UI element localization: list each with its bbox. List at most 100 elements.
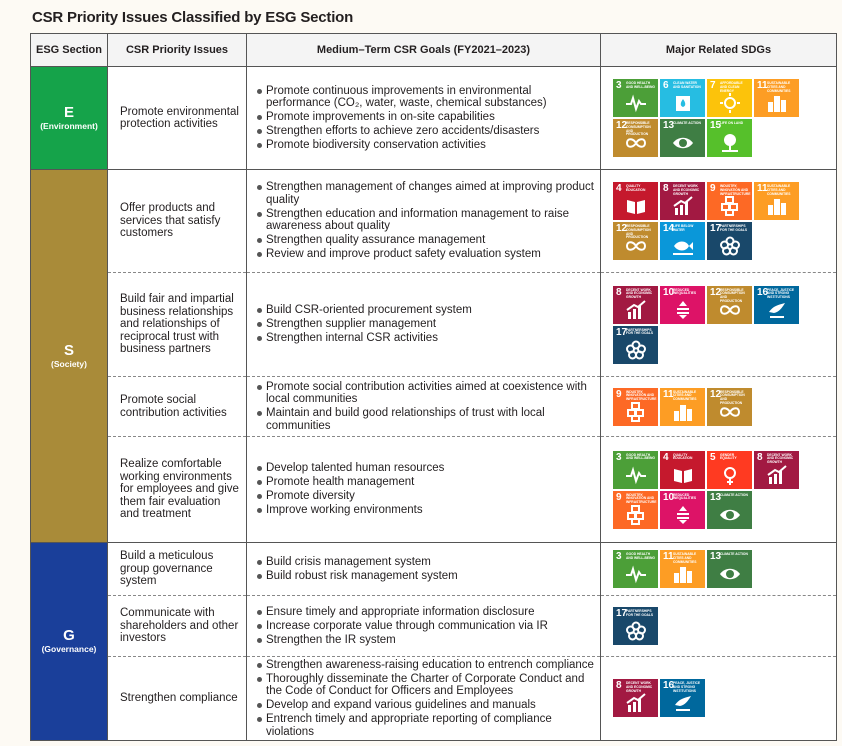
goals-list: Promote continuous improvements in envir…: [257, 85, 594, 152]
medium-term-goals-cell: Promote continuous improvements in envir…: [246, 66, 601, 170]
sdg-number: 7: [710, 80, 716, 91]
csr-priority-issue: Offer products and services that satisfy…: [107, 169, 247, 273]
sdg-tile-7: 7 Affordable and clean energy: [707, 79, 752, 117]
sdg-number: 9: [616, 388, 622, 400]
sdg-tiles: 3 Good health and well-being 4 Quality educ…: [613, 450, 803, 529]
sdg-number: 14: [663, 223, 675, 234]
goal-item: Build CSR-oriented procurement system: [257, 304, 594, 317]
sdg-tile-12: 12 Responsible consumption and production: [613, 119, 658, 157]
sdg-label: Good health and well-being: [626, 552, 655, 560]
sdg-number: 13: [710, 551, 722, 562]
sdg-label: Life below water: [673, 224, 694, 232]
csr-priority-issue: Build fair and impartial business relati…: [107, 272, 247, 377]
city-icon: [674, 404, 692, 421]
sdg-tile-6: 6 Clean water and sanitation: [660, 79, 705, 117]
sdg-tile-3: 3 Good health and well-being: [613, 550, 658, 588]
growth-chart-icon: [767, 464, 787, 484]
sdg-number: 5: [710, 451, 716, 463]
goal-item: Develop and expand various guidelines an…: [257, 699, 594, 712]
goal-item: Maintain and build good relationships of…: [257, 407, 594, 432]
book-icon: [627, 200, 645, 214]
sdg-tile-16: 16 Peace, justice and strong institutions: [660, 679, 705, 718]
esg-section-name: (Governance): [41, 644, 97, 655]
page-title: CSR Priority Issues Classified by ESG Se…: [32, 9, 354, 26]
sdg-label: Clean water and sanitation: [673, 81, 701, 89]
eye-globe-icon: [673, 137, 693, 149]
csr-priority-issue: Promote environmental protection activit…: [107, 66, 247, 170]
heartbeat-icon: [626, 466, 646, 484]
goal-item: Promote social contribution activities a…: [257, 381, 594, 406]
sdg-tile-15: 15 Life on land: [707, 119, 752, 157]
table-row: Promote social contribution activities Pr…: [31, 376, 837, 437]
csr-table: ESG Section CSR Priority Issues Medium–T…: [30, 33, 837, 741]
sdg-tile-9: 9 Industry, innovation and infrastructure: [707, 182, 752, 220]
goal-item: Strengthen awareness-raising education t…: [257, 659, 594, 672]
related-sdgs-cell: 3 Good health and well-being 11 Sustainable…: [600, 542, 837, 596]
sdg-number: 11: [757, 183, 768, 194]
sdg-label: Decent work and economic growth: [626, 287, 653, 300]
heartbeat-icon: [626, 565, 646, 584]
sdg-label: Life on land: [720, 121, 744, 125]
goal-item: Promote biodiversity conservation activi…: [257, 139, 594, 152]
sdg-label: Good health and well-being: [626, 81, 655, 89]
sdg-tile-17: 17 Partnerships for the goals: [613, 325, 658, 364]
sdg-tile-17: 17 Partnerships for the goals: [613, 607, 658, 645]
sdg-number: 16: [663, 680, 675, 692]
sdg-tile-13: 13 Climate action: [660, 119, 705, 157]
goal-item: Build crisis management system: [257, 556, 594, 569]
sdg-tile-4: 4 Quality education: [613, 182, 658, 220]
sdg-tiles: 17 Partnerships for the goals: [613, 607, 803, 645]
sdg-tile-12: 12 Responsible consumption and production: [707, 387, 752, 426]
sdg-number: 4: [616, 183, 622, 194]
related-sdgs-cell: 3 Good health and well-being 4 Quality educ…: [600, 436, 837, 543]
esg-section-e: E (Environment): [30, 66, 108, 170]
sdg-tile-8: 8 Decent work and economic growth: [660, 182, 705, 220]
sun-icon: [720, 93, 740, 113]
sdg-number: 3: [616, 80, 622, 91]
sdg-tile-11: 11 Sustainable cities and communities: [754, 79, 799, 117]
sdg-number: 10: [663, 491, 675, 503]
rings-icon: [720, 236, 740, 256]
growth-chart-icon: [626, 693, 646, 713]
sdg-tile-12: 12 Responsible consumption and production: [707, 285, 752, 324]
infinity-icon: [625, 138, 647, 148]
esg-section-s: S (Society): [30, 169, 108, 543]
goal-item: Develop talented human resources: [257, 462, 594, 475]
related-sdgs-cell: 4 Quality education 8 Decent work and econo…: [600, 169, 837, 273]
goal-item: Ensure timely and appropriate informatio…: [257, 606, 594, 619]
related-sdgs-cell: 3 Good health and well-being 6 Clean water …: [600, 66, 837, 170]
table-row: E (Environment) Promote environmental prot…: [30, 66, 837, 170]
goal-item: Promote continuous improvements in envir…: [257, 85, 594, 110]
sdg-label: Sustainable cities and communities: [767, 81, 791, 93]
sdg-number: 8: [616, 680, 622, 692]
sdg-label: Climate action: [720, 492, 748, 497]
goal-item: Increase corporate value through communi…: [257, 620, 594, 633]
infinity-icon: [719, 304, 741, 315]
goals-list: Develop talented human resources Promote …: [257, 462, 594, 517]
sdg-tile-11: 11 Sustainable cities and communities: [660, 550, 705, 588]
goal-item: Thoroughly disseminate the Charter of Co…: [257, 673, 594, 698]
city-icon: [674, 567, 692, 583]
sdg-tiles: 9 Industry, innovation and infrastructure…: [613, 387, 803, 426]
rings-icon: [626, 621, 646, 641]
goal-item: Promote improvements in on-site capabili…: [257, 111, 594, 124]
sdg-number: 8: [757, 451, 763, 463]
sdg-tile-13: 13 Climate action: [707, 490, 752, 529]
sdg-tile-10: 10 Reduced inequalities: [660, 285, 705, 324]
book-icon: [674, 468, 692, 483]
cubes-icon: [627, 504, 644, 525]
sdg-label: Peace, justice and strong institutions: [673, 681, 701, 693]
sdg-label: Responsible consumption and production: [720, 389, 745, 405]
goal-item: Promote diversity: [257, 490, 594, 503]
csr-priority-issue: Build a meticulous group governance syst…: [107, 542, 247, 596]
sdg-label: Good health and well-being: [626, 452, 655, 461]
goals-list: Build CSR-oriented procurement system Str…: [257, 304, 594, 345]
sdg-number: 16: [757, 286, 769, 298]
esg-section-letter: E: [63, 104, 74, 121]
sdg-label: Gender equality: [720, 452, 737, 461]
eye-globe-icon: [720, 509, 740, 520]
sdg-label: Responsible consumption and production: [626, 224, 651, 240]
csr-priority-issue: Realize comfortable working environments…: [107, 436, 247, 543]
sdg-tile-12: 12 Responsible consumption and production: [613, 222, 658, 260]
gender-icon: [724, 466, 736, 485]
